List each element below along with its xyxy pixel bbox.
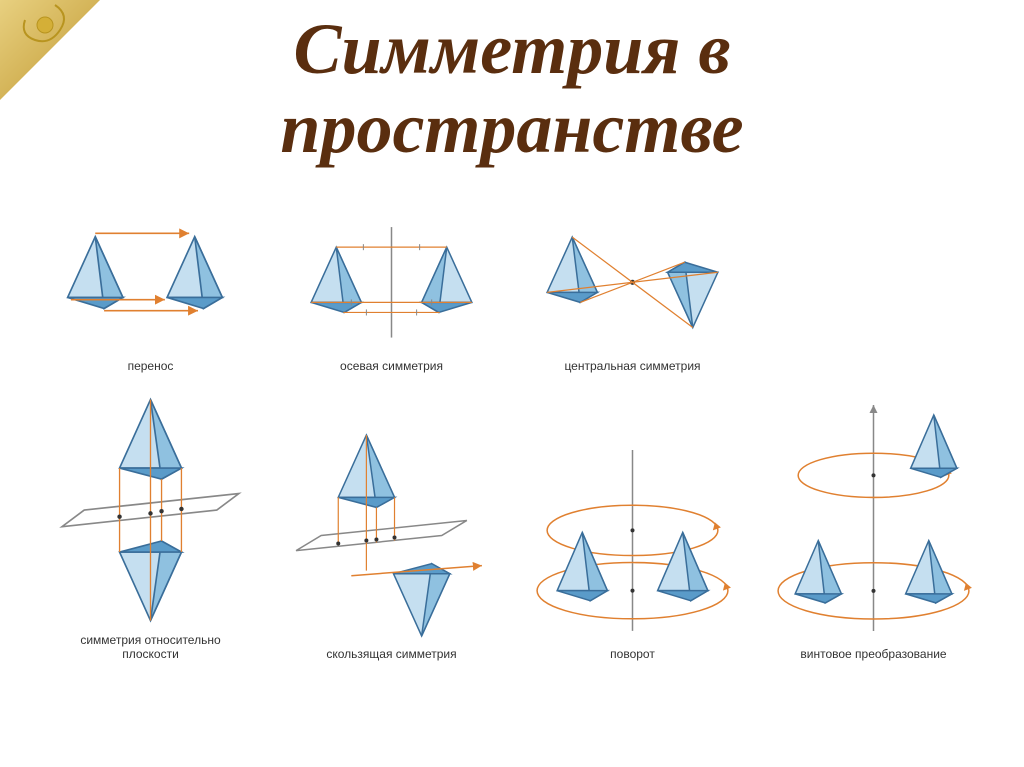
caption-centralnaya: центральная симметрия (564, 359, 700, 373)
diagram-ploskost: симметрия относительно плоскости (40, 383, 261, 661)
svg-perenos (40, 198, 261, 353)
svg-osevaya (281, 212, 502, 353)
diagram-vintovoe: винтовое преобразование (763, 400, 984, 661)
caption-ploskost: симметрия относительно плоскости (80, 633, 220, 662)
caption-perenos: перенос (128, 359, 174, 373)
svg-vintovoe (763, 400, 984, 641)
caption-skolzyashaya: скользящая симметрия (326, 647, 456, 661)
page-title: Симметрия в пространстве (0, 0, 1024, 168)
diagram-osevaya: осевая симметрия (281, 212, 502, 373)
diagram-centralnaya: центральная симметрия (522, 212, 743, 373)
diagram-perenos: перенос (40, 198, 261, 373)
svg-centralnaya (522, 212, 743, 353)
diagrams-grid: перенос (0, 168, 1024, 681)
caption-osevaya: осевая симметрия (340, 359, 443, 373)
svg-skolzyashaya (281, 420, 502, 641)
corner-decoration (0, 0, 120, 120)
caption-povorot: поворот (610, 647, 655, 661)
diagram-skolzyashaya: скользящая симметрия (281, 420, 502, 661)
svg-ploskost (40, 383, 261, 626)
diagram-povorot: поворот (522, 440, 743, 661)
svg-povorot (522, 440, 743, 641)
caption-vintovoe: винтовое преобразование (800, 647, 946, 661)
